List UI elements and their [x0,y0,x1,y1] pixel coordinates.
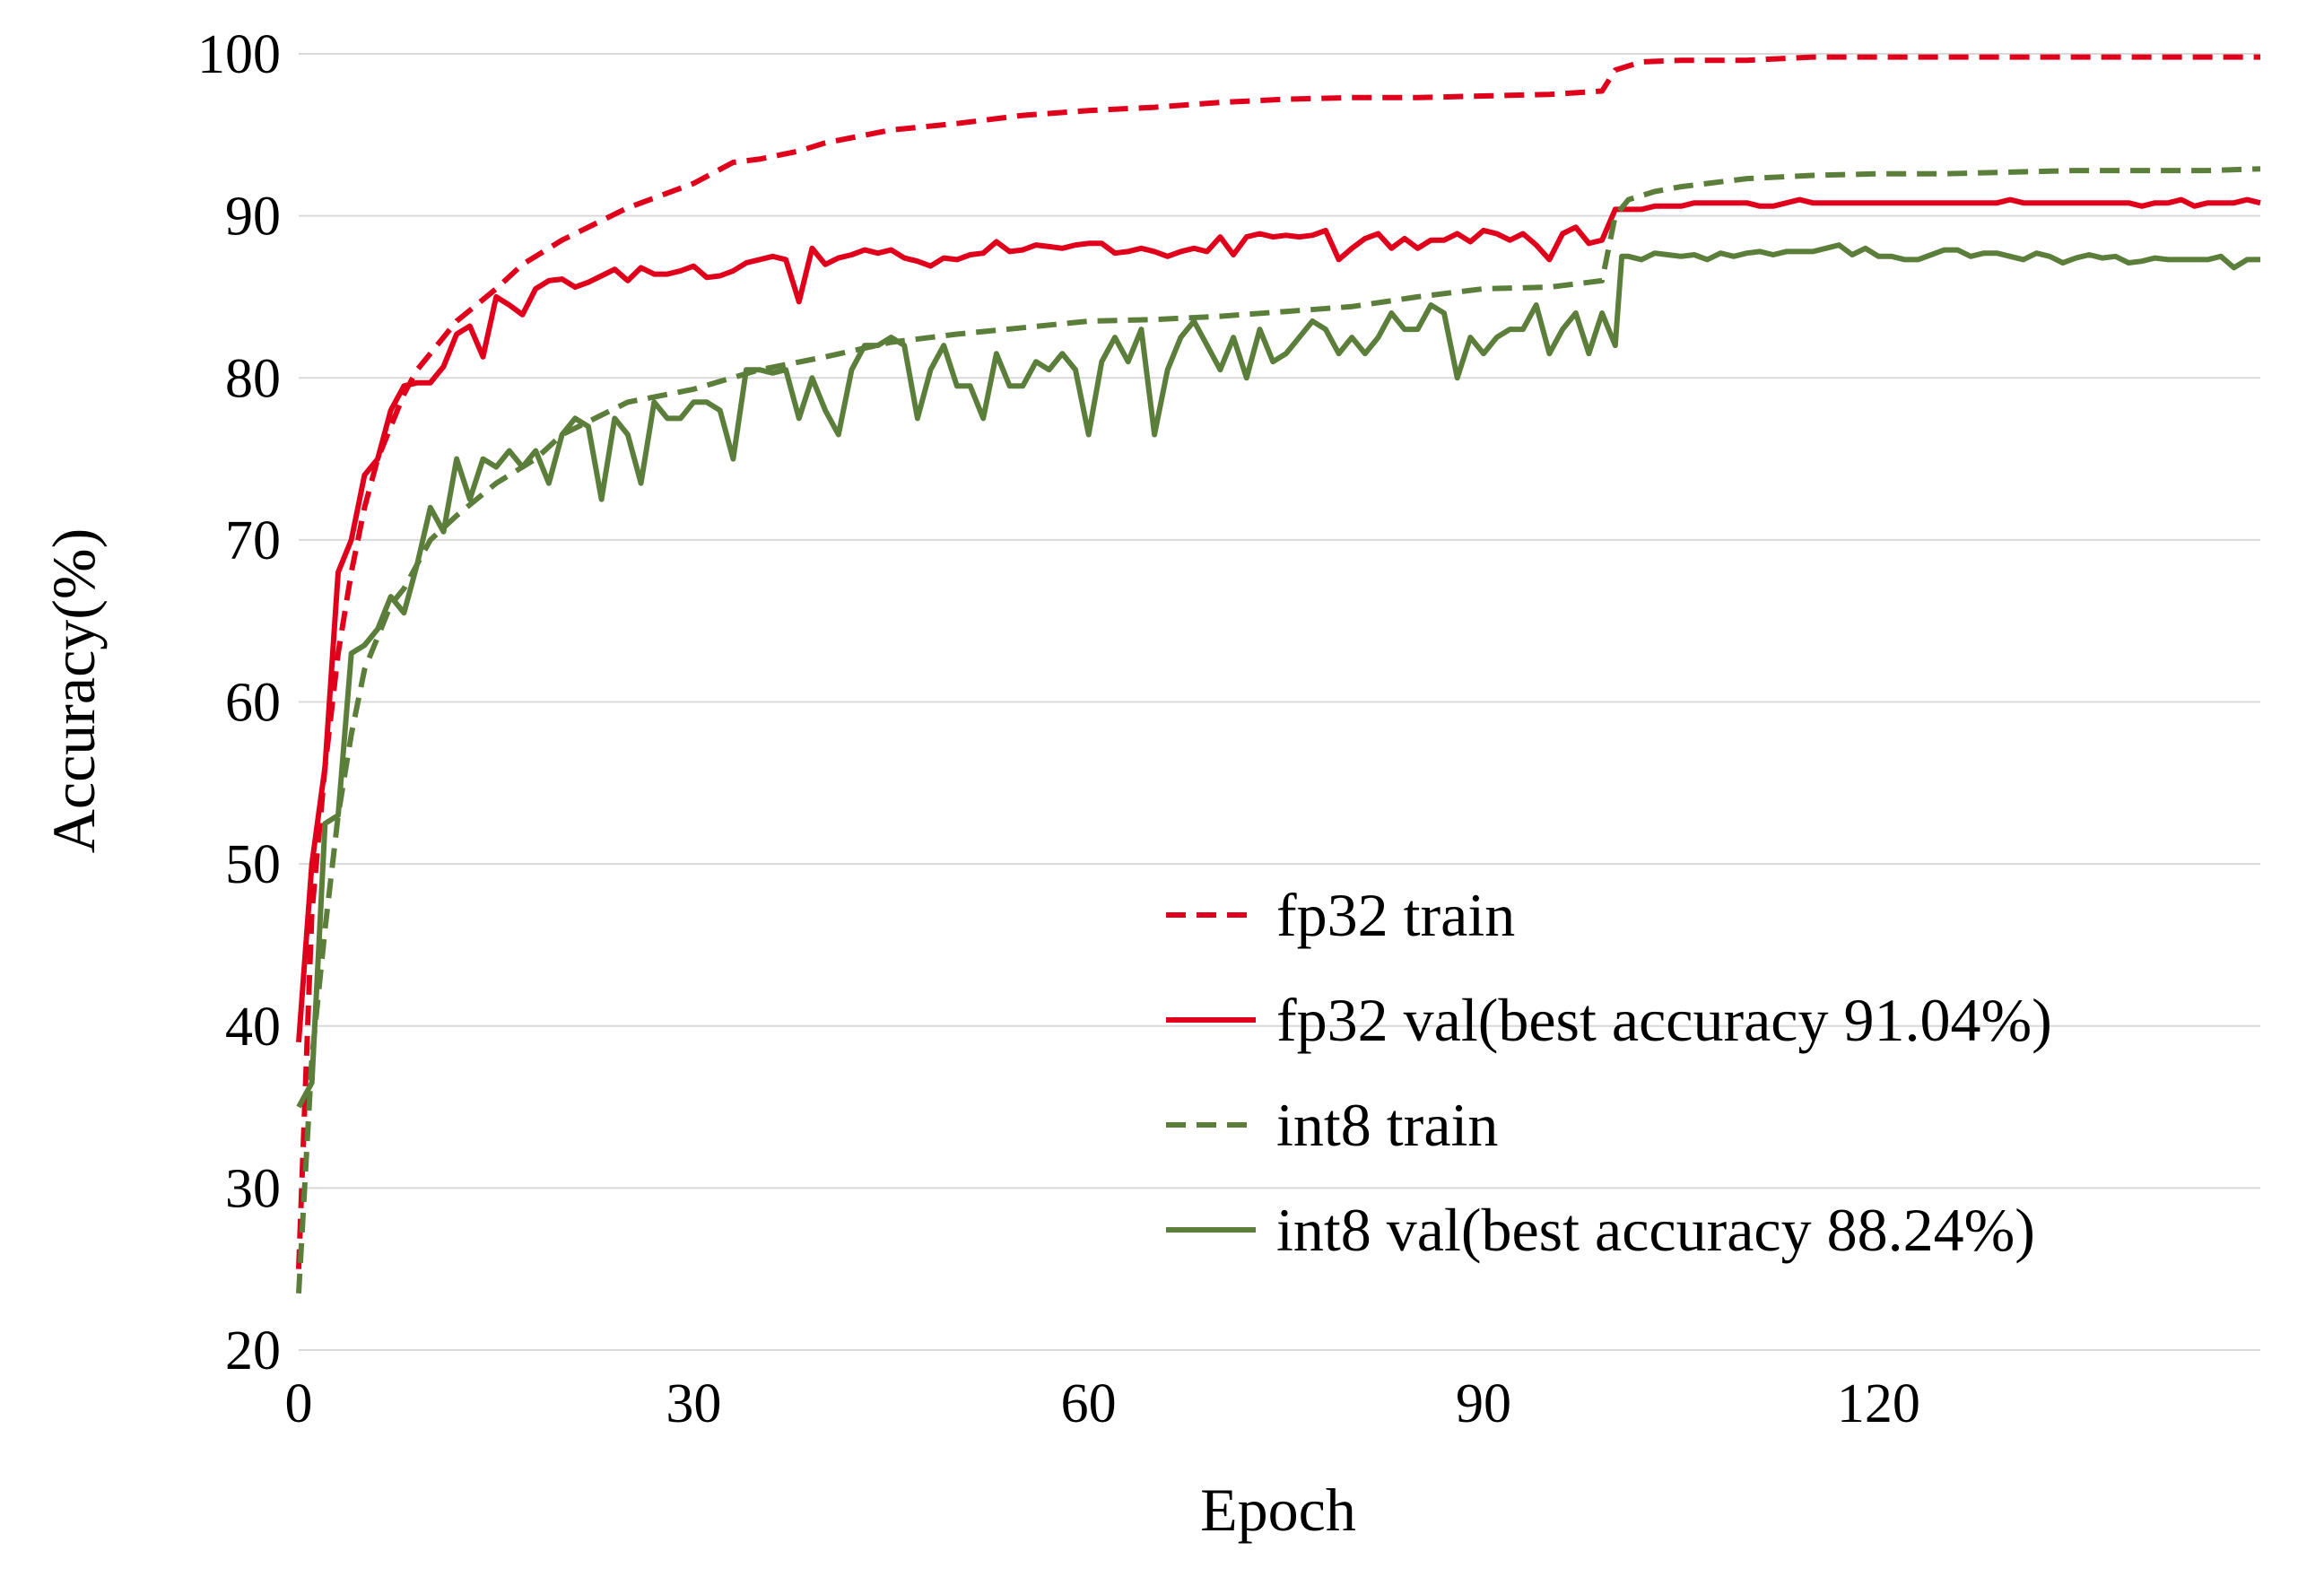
y-tick-60: 60 [225,673,281,734]
y-axis-title: Accuracy(%) [39,528,108,853]
series-line-1 [296,196,2261,1043]
legend-label-2: int8 train [1276,1091,1498,1159]
y-tick-80: 80 [225,348,281,409]
x-tick-30: 30 [666,1373,721,1434]
y-tick-70: 70 [225,510,281,571]
series-line-0 [296,54,2260,1269]
legend: fp32 train fp32 val(best accuracy 91.04%)… [1166,881,2052,1264]
y-tick-100: 100 [197,24,281,85]
y-tick-40: 40 [225,997,281,1058]
y-tick-50: 50 [225,834,281,895]
x-tick-0: 0 [285,1373,313,1434]
x-axis-title: Epoch [1200,1476,1356,1544]
x-tick-90: 90 [1456,1373,1511,1434]
x-tick-labels: 0 30 60 90 120 [285,1373,1920,1434]
y-tick-20: 20 [225,1320,281,1381]
y-tick-30: 30 [225,1158,281,1219]
legend-label-1: fp32 val(best accuracy 91.04%) [1276,986,2052,1054]
x-tick-120: 120 [1837,1373,1920,1434]
legend-label-3: int8 val(best accuracy 88.24%) [1276,1196,2035,1264]
y-tick-labels: 20 30 40 50 60 70 80 90 100 [197,24,281,1381]
legend-label-0: fp32 train [1276,881,1515,949]
series-line-3 [296,242,2260,1109]
x-tick-60: 60 [1061,1373,1117,1434]
series-lines [296,54,2261,1294]
grid-lines [299,53,2260,1189]
y-tick-90: 90 [225,187,281,248]
